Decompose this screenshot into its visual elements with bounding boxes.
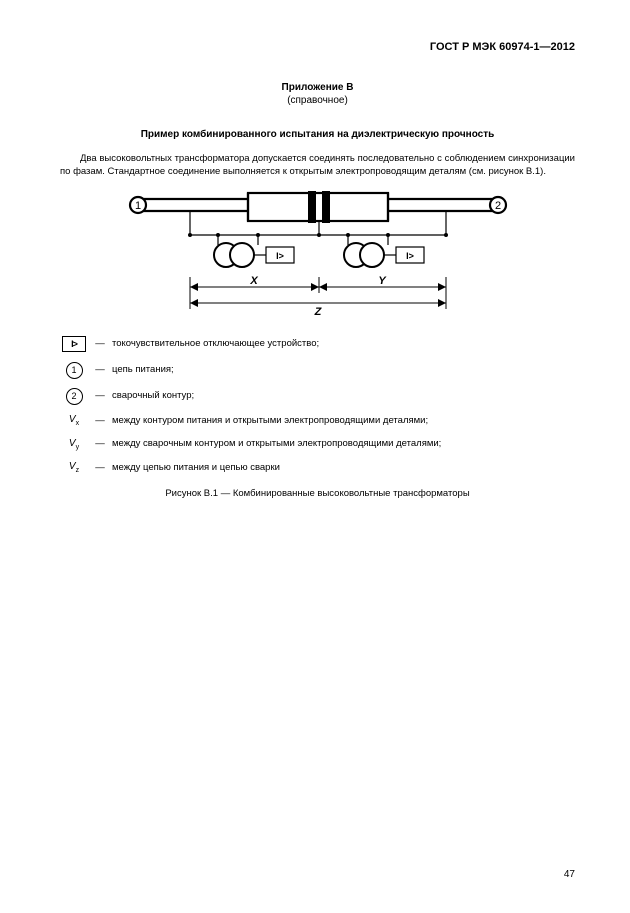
terminal-right-label: 2 (494, 200, 500, 212)
circuit-diagram: 1 2 X Y Z I> I> (108, 187, 528, 317)
page: ГОСТ Р МЭК 60974-1—2012 Приложение В (сп… (0, 0, 630, 913)
body-paragraph: Два высоковольтных трансформатора допуск… (60, 153, 575, 179)
legend-row-vy: Vy — между сварочным контуром и открытым… (60, 437, 575, 452)
dim-z-label: Z (313, 306, 322, 317)
terminal-left-label: 1 (134, 200, 140, 212)
page-number: 47 (564, 868, 575, 882)
figure-wrap: 1 2 X Y Z I> I> (60, 187, 575, 322)
relay-left-text: I> (276, 251, 284, 261)
legend-text: токочувствительное отключающее устройств… (112, 338, 575, 351)
dim-x-label: X (249, 275, 258, 287)
appendix-title: Приложение В (60, 81, 575, 95)
legend-text: между контуром питания и открытыми элект… (112, 415, 575, 428)
dim-y-label: Y (378, 275, 387, 287)
var-vy: Vy (60, 437, 88, 452)
var-vz: Vz (60, 460, 88, 475)
circle-1-icon: 1 (60, 361, 88, 379)
legend-text: цепь питания; (112, 364, 575, 377)
legend-text: сварочный контур; (112, 390, 575, 403)
legend-text: между сварочным контуром и открытыми эле… (112, 438, 575, 451)
legend-row-vx: Vx — между контуром питания и открытыми … (60, 413, 575, 428)
legend-row-circle-2: 2 — сварочный контур; (60, 387, 575, 405)
relay-right-text: I> (406, 251, 414, 261)
document-id: ГОСТ Р МЭК 60974-1—2012 (60, 40, 575, 55)
legend: I> — токочувствительное отключающее устр… (60, 335, 575, 475)
figure-caption: Рисунок В.1 — Комбинированные высоковоль… (60, 488, 575, 501)
legend-row-circle-1: 1 — цепь питания; (60, 361, 575, 379)
relay-icon: I> (60, 335, 88, 353)
section-title: Пример комбинированного испытания на диэ… (60, 128, 575, 142)
appendix-subtitle: (справочное) (60, 94, 575, 108)
var-vx: Vx (60, 413, 88, 428)
legend-row-vz: Vz — между цепью питания и цепью сварки (60, 460, 575, 475)
legend-row-relay: I> — токочувствительное отключающее устр… (60, 335, 575, 353)
circle-2-icon: 2 (60, 387, 88, 405)
legend-text: между цепью питания и цепью сварки (112, 462, 575, 475)
